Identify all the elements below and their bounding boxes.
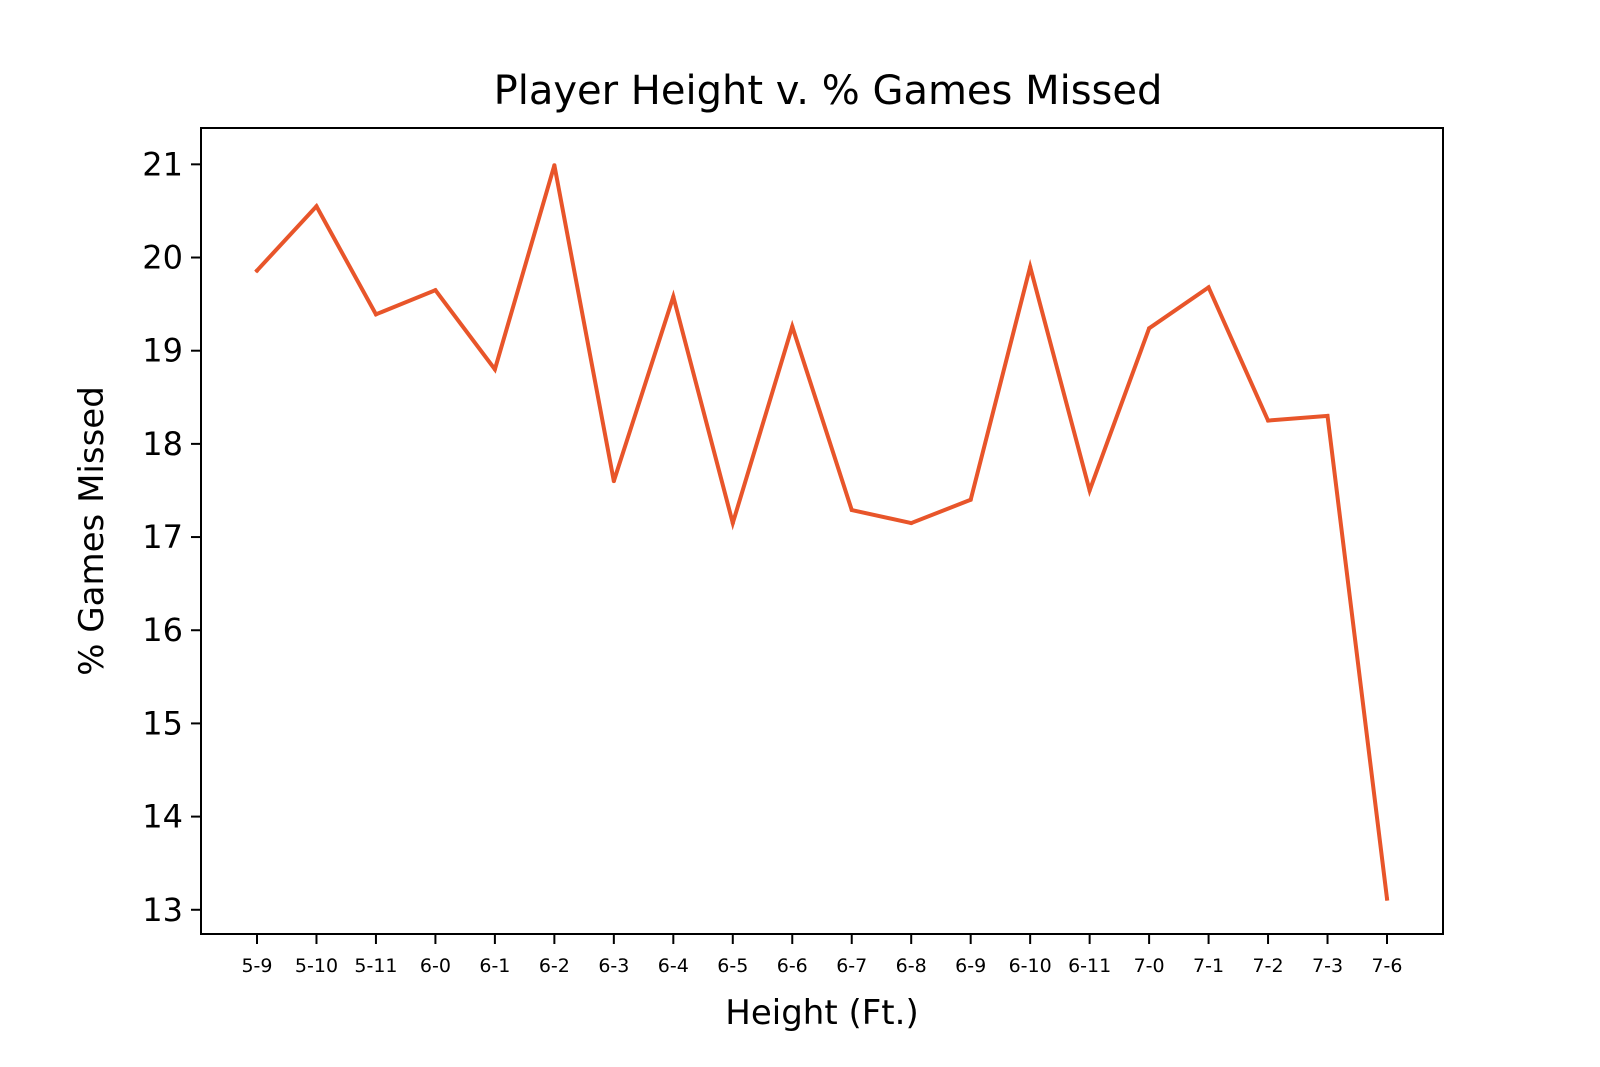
chart-title: Player Height v. % Games Missed [494, 68, 1163, 114]
x-tick-label: 6-4 [658, 955, 689, 977]
data-point [314, 204, 319, 209]
y-tick-label: 14 [142, 798, 183, 836]
x-tick-label: 5-9 [241, 955, 272, 977]
x-tick-label: 5-10 [295, 955, 338, 977]
x-tick-label: 6-8 [896, 955, 927, 977]
data-point [611, 479, 616, 484]
x-tick-label: 7-1 [1193, 955, 1224, 977]
y-axis-ticks: 13 14 15 16 17 18 19 20 21 [142, 145, 201, 929]
plot-area-frame [200, 127, 1444, 935]
x-axis-ticks: 5-9 5-10 5-11 6-0 6-1 6-2 6-3 6-4 6-5 6-6 6-7 6-8 6-… [241, 934, 1403, 977]
data-point [1385, 896, 1389, 901]
y-tick-label: 13 [142, 891, 183, 929]
y-tick-label: 19 [142, 332, 183, 370]
x-tick-label: 7-0 [1134, 955, 1165, 977]
y-tick-label: 18 [142, 425, 183, 463]
data-point [1325, 413, 1330, 418]
x-tick-label: 6-2 [539, 955, 570, 977]
data-point [1206, 285, 1211, 290]
x-tick-label: 7-6 [1371, 955, 1402, 977]
x-tick-label: 6-7 [836, 955, 867, 977]
y-tick-label: 15 [142, 704, 183, 742]
data-point [968, 497, 973, 502]
data-point [1087, 488, 1092, 493]
x-tick-label: 6-5 [717, 955, 748, 977]
data-point [909, 521, 914, 526]
data-point [849, 508, 854, 513]
x-tick-label: 5-11 [354, 955, 397, 977]
x-tick-label: 7-3 [1312, 955, 1343, 977]
y-tick-label: 16 [142, 611, 183, 649]
series-group [254, 163, 1390, 901]
series-line [254, 164, 1390, 901]
y-tick-label: 20 [142, 239, 183, 277]
data-point [1028, 264, 1033, 269]
data-point [730, 521, 735, 526]
x-tick-label: 6-0 [420, 955, 451, 977]
x-tick-label: 6-3 [598, 955, 629, 977]
y-tick-label: 21 [142, 145, 183, 183]
x-tick-label: 7-2 [1253, 955, 1284, 977]
x-axis-label: Height (Ft.) [725, 993, 918, 1033]
x-tick-label: 6-11 [1068, 955, 1111, 977]
data-point [1147, 326, 1152, 331]
data-point [373, 312, 378, 317]
data-point [552, 163, 557, 168]
data-point [1266, 418, 1271, 423]
x-tick-label: 6-1 [479, 955, 510, 977]
data-point [492, 367, 497, 372]
data-point [671, 294, 676, 299]
data-point [790, 324, 795, 329]
y-axis-label: % Games Missed [72, 386, 112, 676]
data-point [433, 288, 438, 293]
x-tick-label: 6-9 [955, 955, 986, 977]
x-tick-label: 6-10 [1009, 955, 1052, 977]
x-tick-label: 6-6 [777, 955, 808, 977]
data-point [255, 268, 259, 273]
y-tick-label: 17 [142, 518, 183, 556]
